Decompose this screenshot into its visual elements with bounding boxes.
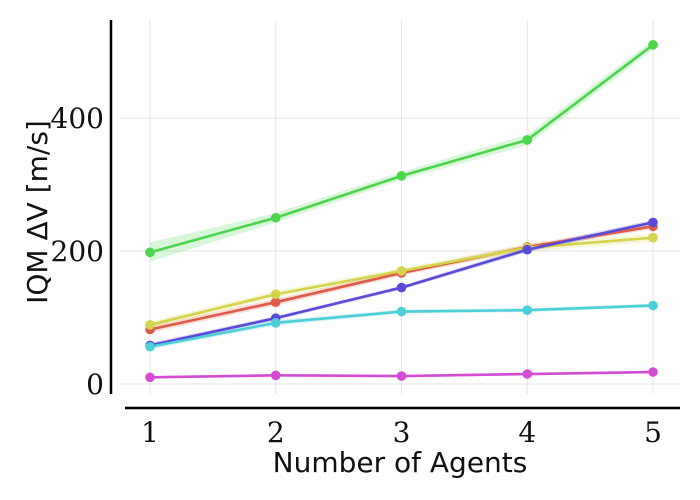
y-tick-label: 0	[86, 368, 104, 401]
data-point	[145, 372, 155, 383]
data-point	[648, 40, 658, 50]
data-point	[145, 341, 155, 352]
data-point	[648, 300, 658, 311]
data-point	[522, 135, 533, 145]
data-point	[396, 171, 407, 181]
data-point	[145, 320, 155, 330]
y-tick-label: 200	[51, 235, 104, 268]
y-tick-labels: 0 200 400	[51, 102, 104, 401]
x-tick-label: 2	[267, 416, 285, 449]
data-point	[396, 306, 407, 317]
series-band	[150, 233, 653, 329]
data-point	[648, 367, 658, 377]
data-point	[270, 297, 281, 308]
data-point	[145, 247, 155, 258]
x-tick-label: 5	[644, 416, 662, 449]
data-point	[270, 318, 281, 328]
grid	[120, 20, 680, 394]
data-point	[396, 282, 407, 293]
data-point	[270, 370, 281, 381]
x-tick-label: 4	[518, 416, 536, 449]
data-point	[270, 289, 281, 300]
data-point	[648, 232, 658, 243]
series-points	[145, 40, 658, 383]
data-point	[648, 217, 658, 228]
y-axis-title: IQM ΔV [m/s]	[21, 120, 54, 304]
x-tick-label: 1	[141, 416, 159, 449]
y-tick-label: 400	[51, 102, 104, 135]
data-point	[396, 371, 407, 381]
x-tick-labels: 1 2 3 4 5	[141, 416, 662, 449]
data-point	[522, 369, 533, 379]
data-point	[522, 244, 533, 255]
data-point	[396, 266, 407, 276]
x-axis-title: Number of Agents	[273, 446, 528, 479]
x-tick-label: 3	[393, 416, 411, 449]
data-point	[522, 305, 533, 315]
data-point	[270, 212, 281, 223]
